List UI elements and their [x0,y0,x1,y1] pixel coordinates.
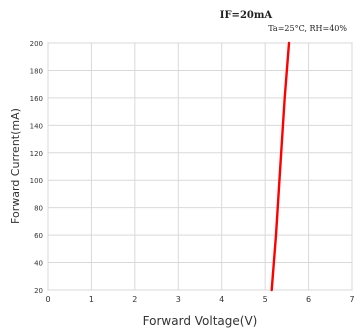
chart-title: IF=20mA [220,10,273,21]
y-tick-label: 20 [34,287,43,295]
y-tick-label: 100 [30,177,43,185]
y-tick-label: 60 [34,232,43,240]
forward-current-line [270,41,291,292]
x-tick-label: 5 [263,295,268,304]
x-axis-label: Forward Voltage(V) [143,314,258,328]
y-tick-label: 80 [34,205,43,213]
gridlines [47,42,353,291]
y-tick-label: 140 [30,122,43,130]
y-tick-label: 40 [34,260,43,268]
y-tick-label: 180 [30,67,43,75]
x-tick-label: 3 [176,295,181,304]
x-tick-label: 0 [45,295,50,304]
x-tick-label: 1 [89,295,94,304]
plot-area [47,42,353,291]
chart-subtitle: Ta=25°C, RH=40% [268,24,347,33]
y-tick-label: 120 [30,150,43,158]
y-tick-label: 160 [30,95,43,103]
x-tick-label: 7 [349,295,354,304]
axis-ticks: 0 1 2 3 4 5 6 7 20 40 60 80 100 120 140 160 180 200 [30,40,355,304]
x-tick-label: 2 [132,295,137,304]
x-tick-label: 4 [219,295,224,304]
y-axis-label: Forward Current(mA) [9,108,22,224]
x-tick-label: 6 [306,295,311,304]
y-tick-label: 200 [30,40,43,48]
series-layer [270,41,291,292]
